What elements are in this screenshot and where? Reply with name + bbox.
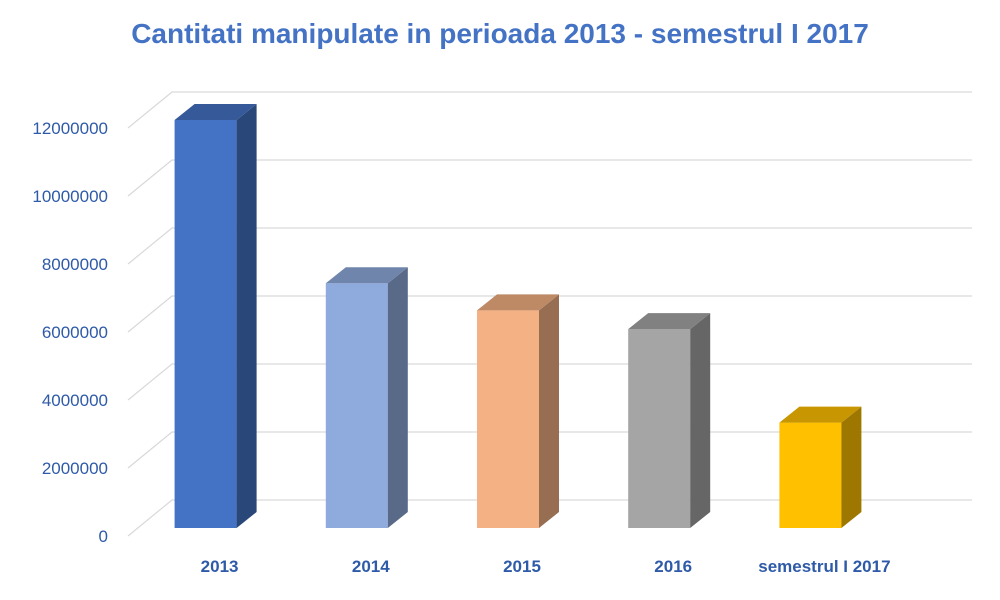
bar bbox=[628, 313, 711, 528]
y-tick-label: 10000000 bbox=[32, 187, 108, 206]
gridline bbox=[127, 295, 972, 333]
bar bbox=[174, 104, 257, 528]
bar bbox=[477, 294, 559, 528]
y-tick-label: 8000000 bbox=[42, 255, 108, 274]
y-tick-label: 4000000 bbox=[42, 391, 108, 410]
gridline bbox=[127, 91, 972, 129]
x-tick-label: semestrul I 2017 bbox=[758, 557, 890, 576]
gridlines bbox=[127, 91, 972, 537]
chart-title: Cantitati manipulate in perioada 2013 - … bbox=[131, 18, 869, 49]
x-tick-label: 2015 bbox=[503, 557, 541, 576]
gridline bbox=[127, 159, 972, 197]
bar bbox=[779, 406, 862, 528]
bars bbox=[174, 104, 862, 528]
y-tick-label: 2000000 bbox=[42, 459, 108, 478]
bar bbox=[325, 267, 408, 528]
y-tick-label: 0 bbox=[99, 527, 108, 546]
y-tick-label: 6000000 bbox=[42, 323, 108, 342]
y-tick-label: 12000000 bbox=[32, 119, 108, 138]
gridline bbox=[127, 227, 972, 265]
x-tick-label: 2016 bbox=[654, 557, 692, 576]
y-axis-ticks: 0 2000000 4000000 6000000 8000000 10000000 120… bbox=[32, 119, 108, 546]
x-axis-ticks: 2013 2014 2015 2016 semestrul I 2017 bbox=[201, 557, 891, 576]
x-tick-label: 2014 bbox=[352, 557, 390, 576]
x-tick-label: 2013 bbox=[201, 557, 239, 576]
